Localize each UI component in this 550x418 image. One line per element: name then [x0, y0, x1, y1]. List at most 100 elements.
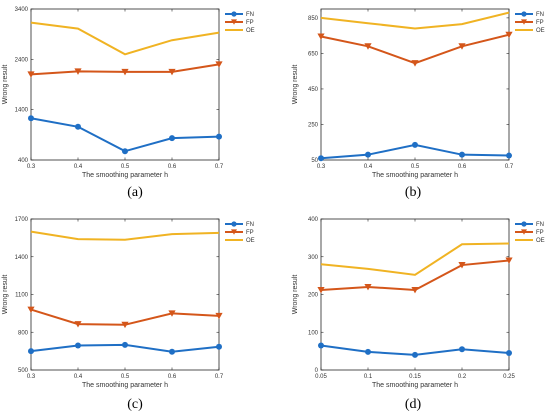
x-tick-label: 0.6: [168, 374, 177, 380]
y-tick-label: 450: [308, 87, 319, 93]
y-tick-label: 2400: [15, 57, 29, 63]
x-tick-label: 0.5: [411, 164, 420, 170]
y-axis-label: Wrong result: [2, 275, 9, 315]
x-axis-label: The smoothing parameter h: [82, 382, 168, 389]
y-tick-label: 1100: [15, 293, 29, 299]
data-point-fn: [169, 348, 175, 355]
y-tick-label: 800: [18, 330, 29, 336]
data-point-fp: [364, 43, 372, 50]
legend-label-oe: OE: [536, 28, 545, 34]
x-tick-label: 0.1: [364, 374, 373, 380]
data-point-fn: [216, 133, 222, 140]
x-tick-label: 0.3: [317, 164, 326, 170]
y-tick-label: 250: [308, 122, 319, 128]
data-point-fn: [365, 151, 371, 158]
x-tick-label: 0.7: [505, 164, 514, 170]
legend-label-fn: FN: [536, 222, 544, 228]
data-point-fn: [216, 343, 222, 350]
data-point-fn: [459, 151, 465, 158]
panel-label: (c): [127, 397, 143, 412]
data-point-fp: [411, 60, 419, 67]
data-point-fp: [317, 286, 325, 294]
legend-marker: [521, 19, 527, 25]
series-line-oe: [30, 230, 220, 241]
data-point-fp: [74, 321, 82, 328]
panel-label: (a): [127, 185, 143, 200]
y-tick-label: 300: [308, 255, 319, 261]
data-point-fn: [318, 155, 324, 162]
data-point-fp: [121, 68, 129, 76]
chart-panel: 0.3 0.4 0.5 0.6 0.7 500 800 1100 1400 1700 The smo…: [2, 217, 255, 412]
data-point-fn: [318, 342, 324, 349]
legend-marker: [521, 11, 527, 17]
data-point-fp: [27, 306, 35, 313]
x-tick-label: 0.05: [315, 374, 327, 380]
data-point-fp: [458, 262, 466, 269]
data-point-fn: [412, 351, 418, 358]
x-tick-label: 0.4: [74, 374, 83, 380]
data-point-fp: [215, 61, 223, 68]
x-tick-label: 0.15: [409, 374, 421, 380]
data-point-fp: [317, 33, 325, 40]
y-tick-label: 0: [315, 368, 319, 374]
data-point-fn: [365, 348, 371, 355]
data-point-fn: [459, 346, 465, 353]
legend-label-oe: OE: [246, 28, 255, 34]
legend-label-fn: FN: [536, 12, 544, 18]
data-point-fp: [505, 257, 513, 264]
y-tick-label: 1400: [15, 108, 29, 114]
y-axis-label: Wrong result: [292, 275, 299, 315]
y-tick-label: 3400: [15, 7, 29, 13]
x-tick-label: 0.7: [215, 374, 224, 380]
legend-marker: [231, 229, 237, 235]
legend-marker: [231, 19, 237, 25]
legend-label-fp: FP: [536, 20, 544, 26]
series-line-oe: [320, 11, 510, 30]
data-point-fp: [411, 286, 419, 294]
x-tick-label: 0.5: [121, 374, 130, 380]
legend-label-fn: FN: [246, 12, 254, 18]
x-tick-label: 0.5: [121, 164, 130, 170]
legend-label-fp: FP: [536, 230, 544, 236]
y-tick-label: 400: [18, 158, 29, 164]
series-line-oe: [30, 21, 220, 56]
y-axis-label: Wrong result: [292, 65, 299, 105]
legend-marker: [231, 221, 237, 227]
data-point-fp: [74, 68, 82, 75]
x-tick-label: 0.6: [458, 164, 467, 170]
x-tick-label: 0.7: [215, 164, 224, 170]
y-axis-label: Wrong result: [2, 65, 9, 105]
y-tick-label: 500: [18, 368, 29, 374]
legend-marker: [521, 221, 527, 227]
y-tick-label: 1700: [15, 217, 29, 223]
data-point-fn: [28, 115, 34, 122]
data-point-fp: [505, 31, 513, 39]
chart-panel: 0.3 0.4 0.5 0.6 0.7 400 1400 2400 3400 The smooth…: [2, 7, 255, 200]
legend-label-fp: FP: [246, 20, 254, 26]
x-tick-label: 0.3: [27, 164, 36, 170]
data-point-fn: [122, 148, 128, 155]
data-point-fp: [168, 68, 176, 76]
data-point-fp: [215, 312, 223, 320]
plot-frame: [30, 8, 220, 161]
plot-frame: [320, 218, 510, 371]
y-tick-label: 850: [308, 16, 319, 22]
data-point-fp: [121, 321, 129, 329]
x-axis-label: The smoothing parameter h: [372, 172, 458, 179]
data-point-fn: [28, 348, 34, 355]
chart-panel: 0.05 0.1 0.15 0.2 0.25 0 100 200 300 400 The smoot…: [292, 217, 545, 412]
x-tick-label: 0.6: [168, 164, 177, 170]
data-point-fp: [458, 43, 466, 50]
y-tick-label: 200: [308, 293, 319, 299]
legend-label-fn: FN: [246, 222, 254, 228]
legend-marker: [231, 11, 237, 17]
y-tick-label: 1400: [15, 255, 29, 261]
data-point-fp: [364, 283, 372, 291]
data-point-fp: [168, 310, 176, 317]
data-point-fn: [75, 342, 81, 349]
y-tick-label: 50: [311, 158, 318, 164]
chart-panel: 0.3 0.4 0.5 0.6 0.7 50 250 450 650 850 The smoothi…: [292, 8, 545, 200]
x-axis-label: The smoothing parameter h: [82, 172, 168, 179]
y-tick-label: 650: [308, 51, 319, 57]
